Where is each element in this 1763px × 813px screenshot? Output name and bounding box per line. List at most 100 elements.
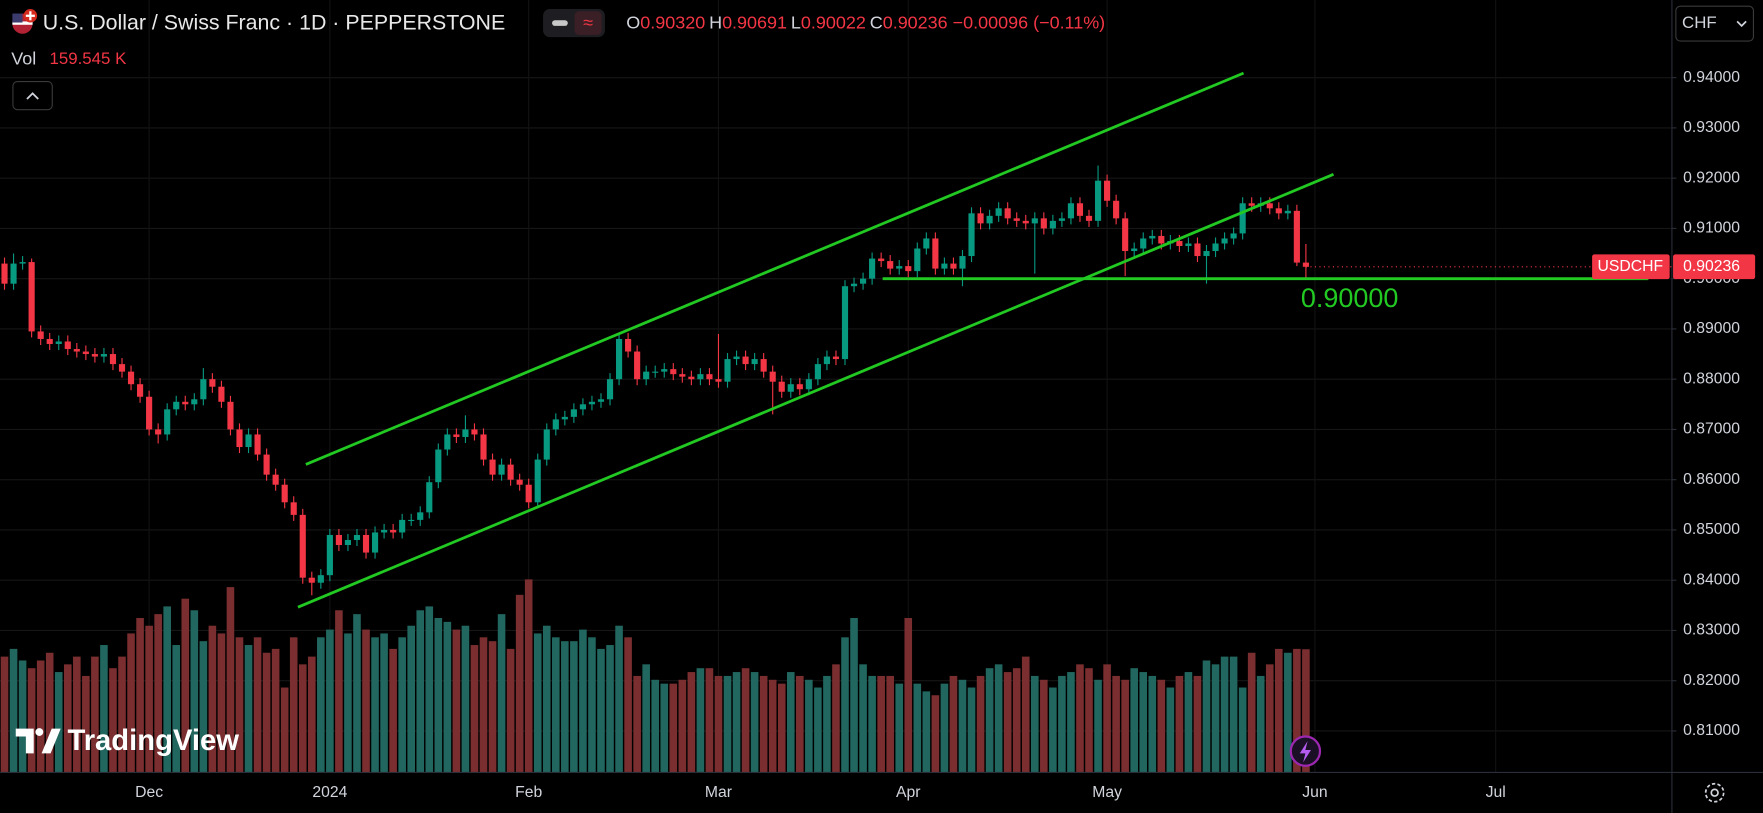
volume-bar: [741, 668, 750, 773]
y-tick-label: 0.92000: [1683, 169, 1740, 186]
volume-bar: [425, 606, 434, 773]
candle-body: [1140, 238, 1147, 249]
candle-body: [82, 351, 89, 355]
volume-bar: [588, 637, 596, 773]
volume-bar: [63, 664, 72, 773]
candle-body: [507, 464, 514, 480]
candle-body: [814, 364, 821, 380]
candle-body: [688, 376, 695, 380]
candle-body: [371, 532, 379, 553]
candle-body: [462, 429, 469, 437]
ohlc-value: 0.90320: [640, 12, 705, 32]
volume-bar: [1238, 687, 1247, 773]
volume-bar: [380, 633, 388, 773]
candle-body: [1049, 220, 1056, 229]
volume-bar: [199, 641, 208, 773]
y-tick-label: 0.93000: [1683, 119, 1740, 136]
candle-body: [1031, 218, 1038, 224]
candle-body: [28, 262, 35, 332]
candle-body: [643, 371, 650, 380]
volume-bar: [1211, 664, 1220, 773]
candle-body: [155, 429, 162, 435]
candle-body: [471, 429, 478, 435]
candle-body: [444, 434, 451, 450]
volume-bar: [271, 648, 280, 773]
volume-bar: [651, 679, 660, 773]
volume-bar: [759, 675, 768, 773]
volume-bar: [877, 675, 885, 773]
candle-body: [1094, 180, 1102, 221]
candle-body: [399, 519, 406, 533]
candles: [1, 165, 1309, 596]
volume-bar: [1193, 675, 1202, 773]
volume-bar: [27, 668, 36, 773]
candle-body: [1158, 235, 1165, 244]
candle-body: [1013, 218, 1020, 221]
y-tick-label: 0.81000: [1683, 722, 1740, 739]
candle-body: [1149, 235, 1156, 239]
currency-select[interactable]: CHF: [1675, 5, 1755, 42]
candle-body: [91, 354, 98, 357]
collapse-button[interactable]: [12, 80, 53, 111]
candle-body: [896, 266, 903, 269]
volume-bar: [1148, 675, 1157, 773]
volume-bar: [362, 629, 370, 773]
volume-bar: [45, 652, 54, 773]
candle-body: [1, 263, 8, 284]
candle-body: [760, 359, 767, 372]
volume-bar: [1220, 656, 1229, 773]
candle-body: [317, 575, 324, 583]
symbol-tag: [1592, 254, 1670, 280]
candle-body: [878, 258, 885, 262]
volume-bar: [326, 629, 334, 773]
volume-bar: [922, 691, 931, 773]
candle-body: [498, 464, 505, 475]
candle-body: [290, 502, 297, 515]
volume-bar: [73, 656, 81, 773]
symbol-tag-text: USDCHF: [1598, 258, 1664, 275]
volume-value: 159.545 K: [49, 49, 127, 68]
volume-bar: [606, 645, 614, 773]
candle-body: [1104, 180, 1111, 201]
candle-body: [941, 263, 948, 269]
candle-body: [887, 261, 894, 269]
y-tick-label: 0.85000: [1683, 521, 1740, 538]
volume-bar: [850, 617, 858, 773]
candle-body: [805, 379, 812, 390]
candle-body: [869, 258, 876, 279]
candle-body: [615, 338, 623, 380]
candle-body: [353, 534, 361, 540]
volume-bar: [1076, 664, 1084, 773]
logo: TradingView: [15, 725, 239, 757]
settings-icon[interactable]: [1704, 782, 1725, 803]
volume-bar: [895, 683, 904, 773]
volume-bar: [949, 675, 958, 773]
alert-icon[interactable]: [1289, 735, 1322, 767]
candle-body: [100, 354, 108, 357]
volume-bar: [235, 637, 244, 773]
candle-body: [1067, 203, 1075, 219]
indicator-toggles[interactable]: ≈: [543, 9, 605, 38]
volume-bar: [335, 610, 343, 773]
candle-body: [968, 213, 975, 257]
volume-bar: [524, 579, 533, 773]
candle-body: [914, 248, 921, 272]
volume-bar: [298, 664, 307, 773]
volume-bar: [958, 679, 967, 773]
y-tick-label: 0.94000: [1683, 69, 1740, 86]
volume-bar: [615, 625, 623, 773]
volume-bar: [109, 668, 117, 773]
volume-bar: [552, 637, 560, 773]
overlays: 0.90000: [882, 277, 1649, 313]
candle-body: [417, 512, 424, 520]
volume-bar: [172, 645, 181, 773]
volume-bar: [542, 625, 551, 773]
y-tick-label: 0.84000: [1683, 571, 1740, 588]
volume-bar: [1103, 664, 1111, 773]
candle-body: [841, 286, 849, 360]
y-tick-label: 0.91000: [1683, 220, 1740, 237]
volume-bar: [118, 656, 126, 773]
candle-body: [724, 359, 731, 382]
candle-body: [1040, 218, 1047, 229]
volume-bar: [1094, 679, 1102, 773]
